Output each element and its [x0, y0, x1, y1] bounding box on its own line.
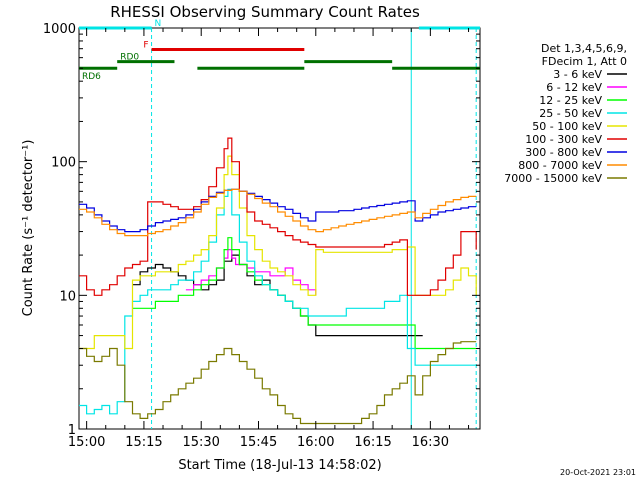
x-tick-label: 15:30	[182, 435, 219, 450]
y-axis: 1 10 100 1000	[43, 22, 480, 438]
vertical-markers	[151, 28, 477, 429]
legend-entry-label: 50 - 100 keV	[532, 120, 602, 133]
legend-header: FDecim 1, Att 0	[542, 55, 627, 68]
legend: Det 1,3,4,5,6,9,FDecim 1, Att 03 - 6 keV…	[504, 42, 627, 185]
x-axis-label: Start Time (18-Jul-13 14:58:02)	[178, 458, 381, 473]
x-tick-label: 16:00	[297, 435, 334, 450]
generation-timestamp: 20-Oct-2021 23:01	[560, 468, 636, 477]
series-line-12-25-kev	[132, 237, 477, 350]
y-tick-label: 10	[59, 289, 76, 304]
flag-label: N	[155, 19, 162, 29]
series-line-6-12-kev	[185, 249, 317, 296]
legend-entry-label: 6 - 12 keV	[546, 81, 602, 94]
series-line-100-300-kev	[79, 137, 477, 296]
x-axis: 15:00 15:15 15:30 15:45 16:00 16:15 16:30	[68, 28, 470, 450]
legend-header: Det 1,3,4,5,6,9,	[541, 42, 627, 55]
x-tick-label: 16:30	[412, 435, 449, 450]
flag-label: F	[143, 41, 148, 51]
flag-label: RD0	[120, 53, 139, 63]
y-tick-label: 100	[51, 156, 76, 171]
legend-entry-label: 3 - 6 keV	[553, 68, 602, 81]
legend-entry-label: 300 - 800 keV	[525, 146, 602, 159]
x-tick-label: 15:15	[125, 435, 162, 450]
state-flag-bars: N F RD0 RD6	[79, 19, 480, 82]
legend-entry-label: 800 - 7000 keV	[518, 159, 602, 172]
legend-entry-label: 100 - 300 keV	[525, 133, 602, 146]
x-tick-label: 16:15	[354, 435, 391, 450]
series-line-25-50-kev	[79, 188, 477, 415]
y-tick-label: 1	[68, 423, 76, 438]
x-tick-label: 15:45	[240, 435, 277, 450]
series-group	[79, 137, 477, 425]
y-tick-label: 1000	[43, 22, 76, 37]
chart-title: RHESSI Observing Summary Count Rates	[110, 3, 420, 21]
series-line-50-100-kev	[79, 155, 477, 350]
plot-frame	[78, 27, 481, 430]
series-line-800-7000-kev	[79, 188, 477, 237]
legend-entry-label: 12 - 25 keV	[539, 94, 602, 107]
y-axis-label: Count Rate (s⁻¹ detector⁻¹)	[21, 140, 36, 317]
legend-entry-label: 25 - 50 keV	[539, 107, 602, 120]
series-line-7000-15000-kev	[79, 341, 477, 425]
x-tick-label: 15:00	[68, 435, 105, 450]
legend-entry-label: 7000 - 15000 keV	[504, 172, 602, 185]
series-line-300-800-kev	[79, 188, 477, 233]
flag-label: RD6	[82, 72, 101, 82]
